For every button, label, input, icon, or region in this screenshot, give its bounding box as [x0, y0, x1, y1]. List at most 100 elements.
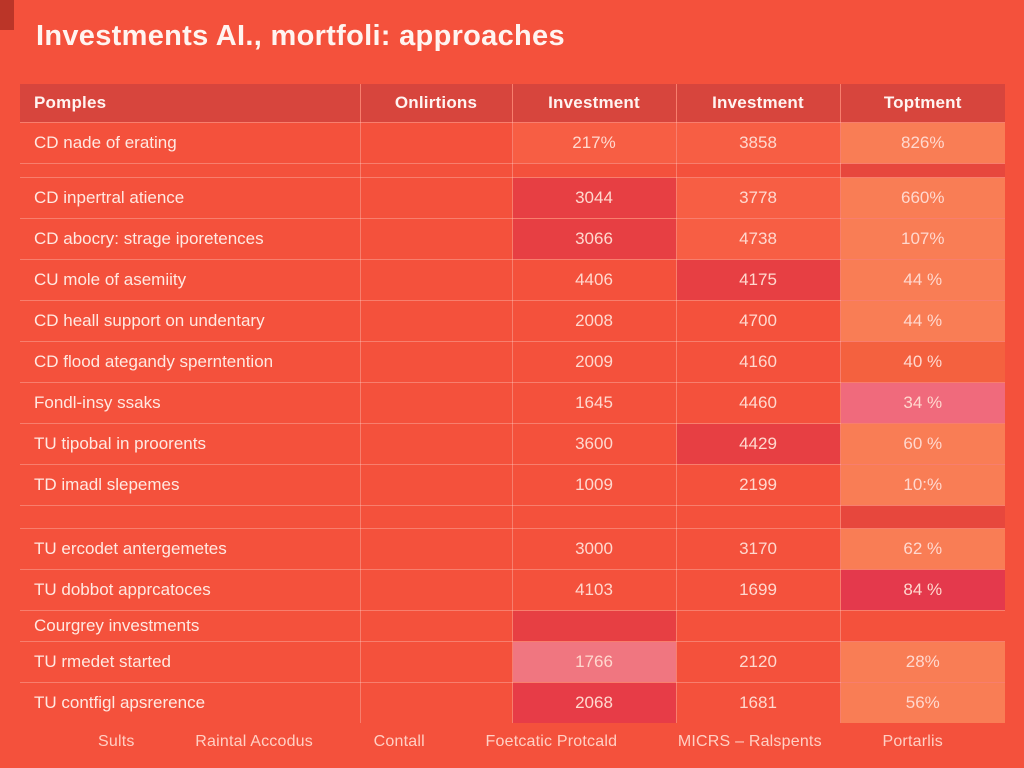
onlirtions-cell [359, 423, 513, 465]
investments-table: Pomples Onlirtions Investment Investment… [19, 83, 1006, 724]
footer-item-foetcatic-protcald[interactable]: Foetcatic Protcald [485, 733, 618, 750]
value-cell: 217% [511, 122, 677, 164]
value-cell: 3000 [511, 528, 677, 570]
table-row: CD heall support on undentary 2008 4700 44 … [19, 300, 1006, 342]
percent-cell: 34 % [839, 382, 1006, 424]
footer-item-micrs-ralspents[interactable]: MICRS – Ralspents [677, 733, 822, 750]
table-row: CD nade of erating 217% 3858 826% [19, 122, 1006, 164]
value-cell: 3066 [511, 218, 677, 260]
value-cell [511, 505, 677, 529]
table-row: Courgrey investments [19, 610, 1006, 642]
footer-item-contall[interactable]: Contall [373, 733, 425, 750]
percent-cell: 84 % [839, 569, 1006, 611]
row-label-cell [19, 163, 361, 178]
percent-cell [839, 163, 1006, 178]
column-header-onlirtions: Onlirtions [359, 83, 513, 123]
percent-cell: 107% [839, 218, 1006, 260]
row-label-cell: CD nade of erating [19, 122, 361, 164]
value-cell: 2009 [511, 341, 677, 383]
value-cell [675, 505, 841, 529]
percent-cell: 660% [839, 177, 1006, 219]
onlirtions-cell [359, 341, 513, 383]
onlirtions-cell [359, 259, 513, 301]
table-row: TU ercodet antergemetes 3000 3170 62 % [19, 528, 1006, 570]
percent-cell: 56% [839, 682, 1006, 724]
table-row: TU rmedet started 1766 2120 28% [19, 641, 1006, 683]
corner-mark [0, 0, 14, 30]
value-cell: 4175 [675, 259, 841, 301]
percent-cell: 60 % [839, 423, 1006, 465]
footer-item-raintal-accodus[interactable]: Raintal Accodus [195, 733, 313, 750]
table-row [19, 505, 1006, 529]
value-cell: 4103 [511, 569, 677, 611]
row-label-cell: CU mole of asemiity [19, 259, 361, 301]
onlirtions-cell [359, 610, 513, 642]
onlirtions-cell [359, 218, 513, 260]
value-cell [511, 163, 677, 178]
footer-item-sults[interactable]: Sults [98, 733, 135, 750]
percent-cell: 28% [839, 641, 1006, 683]
table-row: CD abocry: strage iporetences 3066 4738 107… [19, 218, 1006, 260]
value-cell: 2120 [675, 641, 841, 683]
value-cell: 2068 [511, 682, 677, 724]
value-cell [675, 610, 841, 642]
footer: Sults Raintal Accodus Contall Foetcatic … [20, 733, 1005, 751]
table-row: TD imadl slepemes 1009 2199 10:% [19, 464, 1006, 506]
percent-cell: 44 % [839, 300, 1006, 342]
value-cell: 1009 [511, 464, 677, 506]
row-label-cell: TU tipobal in proorents [19, 423, 361, 465]
value-cell: 3044 [511, 177, 677, 219]
percent-cell [839, 610, 1006, 642]
table-header-row: Pomples Onlirtions Investment Investment… [19, 83, 1006, 123]
onlirtions-cell [359, 300, 513, 342]
onlirtions-cell [359, 528, 513, 570]
onlirtions-cell [359, 382, 513, 424]
value-cell: 1645 [511, 382, 677, 424]
percent-cell: 44 % [839, 259, 1006, 301]
onlirtions-cell [359, 682, 513, 724]
value-cell: 3170 [675, 528, 841, 570]
percent-cell: 40 % [839, 341, 1006, 383]
value-cell [511, 610, 677, 642]
row-label-cell: CD inpertral atience [19, 177, 361, 219]
value-cell: 3858 [675, 122, 841, 164]
column-header-pomples: Pomples [19, 83, 361, 123]
row-label-cell: CD flood ategandy sperntention [19, 341, 361, 383]
row-label-cell: TU contfigl apsrerence [19, 682, 361, 724]
page-title: Investments AI., mortfoli: approaches [36, 20, 565, 52]
percent-cell: 62 % [839, 528, 1006, 570]
onlirtions-cell [359, 177, 513, 219]
onlirtions-cell [359, 641, 513, 683]
value-cell: 1766 [511, 641, 677, 683]
row-label-cell [19, 505, 361, 529]
value-cell [675, 163, 841, 178]
onlirtions-cell [359, 122, 513, 164]
value-cell: 4406 [511, 259, 677, 301]
percent-cell: 10:% [839, 464, 1006, 506]
table-row: CU mole of asemiity 4406 4175 44 % [19, 259, 1006, 301]
table-row: CD inpertral atience 3044 3778 660% [19, 177, 1006, 219]
table-row: TU dobbot apprcatoces 4103 1699 84 % [19, 569, 1006, 611]
value-cell: 3600 [511, 423, 677, 465]
table-row [19, 163, 1006, 178]
value-cell: 4429 [675, 423, 841, 465]
value-cell: 4700 [675, 300, 841, 342]
row-label-cell: TU dobbot apprcatoces [19, 569, 361, 611]
value-cell: 1699 [675, 569, 841, 611]
value-cell: 1681 [675, 682, 841, 724]
onlirtions-cell [359, 163, 513, 178]
row-label-cell: CD abocry: strage iporetences [19, 218, 361, 260]
value-cell: 2008 [511, 300, 677, 342]
column-header-investment-2: Investment [675, 83, 841, 123]
column-header-toptment: Toptment [839, 83, 1006, 123]
row-label-cell: TD imadl slepemes [19, 464, 361, 506]
value-cell: 4160 [675, 341, 841, 383]
value-cell: 3778 [675, 177, 841, 219]
table-row: CD flood ategandy sperntention 2009 4160 40… [19, 341, 1006, 383]
row-label-cell: TU rmedet started [19, 641, 361, 683]
footer-item-portarlis[interactable]: Portarlis [882, 733, 943, 750]
table-row: Fondl-insy ssaks 1645 4460 34 % [19, 382, 1006, 424]
column-header-investment-1: Investment [511, 83, 677, 123]
table-body: CD nade of erating 217% 3858 826% CD inpertr… [19, 122, 1006, 724]
